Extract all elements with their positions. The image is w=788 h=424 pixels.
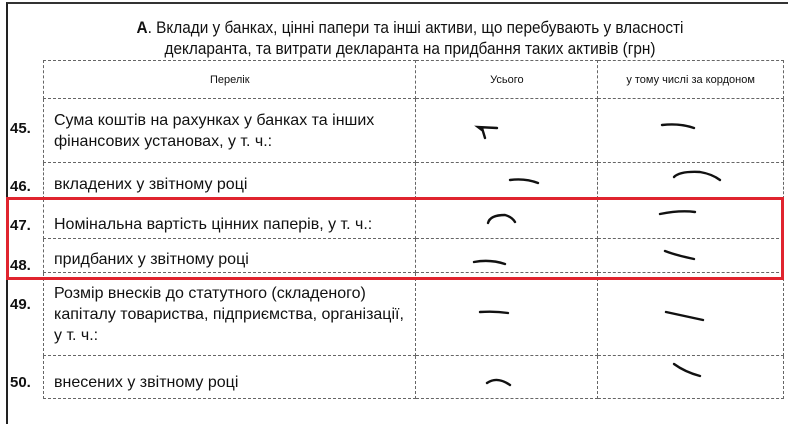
row-number: 50. [10, 374, 31, 391]
dash-47-total [486, 213, 517, 225]
dash-49-abroad [664, 310, 705, 322]
table-row: вкладених у звітному році [42, 162, 784, 199]
abroad-cell[interactable] [597, 98, 784, 163]
row-number: 48. [10, 257, 31, 274]
dash-48-abroad [663, 249, 696, 261]
total-cell[interactable] [415, 162, 599, 199]
dash-45-total [474, 125, 499, 140]
dash-49-total [478, 310, 510, 315]
row-label: внесених у звітному році [42, 355, 417, 399]
dash-50-total [485, 378, 512, 387]
dash-45-abroad [660, 123, 696, 130]
total-cell[interactable] [415, 355, 599, 399]
abroad-cell[interactable] [597, 355, 784, 399]
dash-46-total [508, 178, 540, 185]
row-label: Номінальна вартість цінних паперів, у т.… [42, 198, 417, 239]
dash-48-total [472, 259, 507, 266]
row-number: 45. [10, 120, 31, 137]
row-label: придбаних у звітному році [42, 238, 417, 273]
abroad-cell[interactable] [597, 162, 784, 199]
section-title: А. Вклади у банках, цінні папери та інші… [85, 18, 736, 60]
dash-46-abroad [672, 170, 722, 182]
row-label: Сума коштів на рахунках у банках та інши… [42, 98, 417, 163]
row-label: вкладених у звітному році [42, 162, 417, 199]
section-title-line2: декларанта, та витрати декларанта на при… [164, 40, 656, 58]
highlight-box [6, 197, 784, 280]
header-abroad: у тому числі за кордоном [597, 60, 784, 99]
table-row: Сума коштів на рахунках у банках та інши… [42, 98, 784, 163]
section-title-line1: . Вклади у банках, цінні папери та інші … [147, 19, 684, 37]
row-number: 46. [10, 178, 31, 195]
table-row: внесених у звітному році [42, 355, 784, 399]
dash-50-abroad [672, 362, 702, 378]
row-number: 47. [10, 217, 31, 234]
row-number: 49. [10, 296, 31, 313]
dash-47-abroad [658, 210, 697, 216]
abroad-cell[interactable] [597, 272, 784, 356]
handwritten-dashes [472, 123, 722, 387]
table-row: придбаних у звітному році [42, 238, 784, 273]
section-letter: А [136, 19, 148, 37]
